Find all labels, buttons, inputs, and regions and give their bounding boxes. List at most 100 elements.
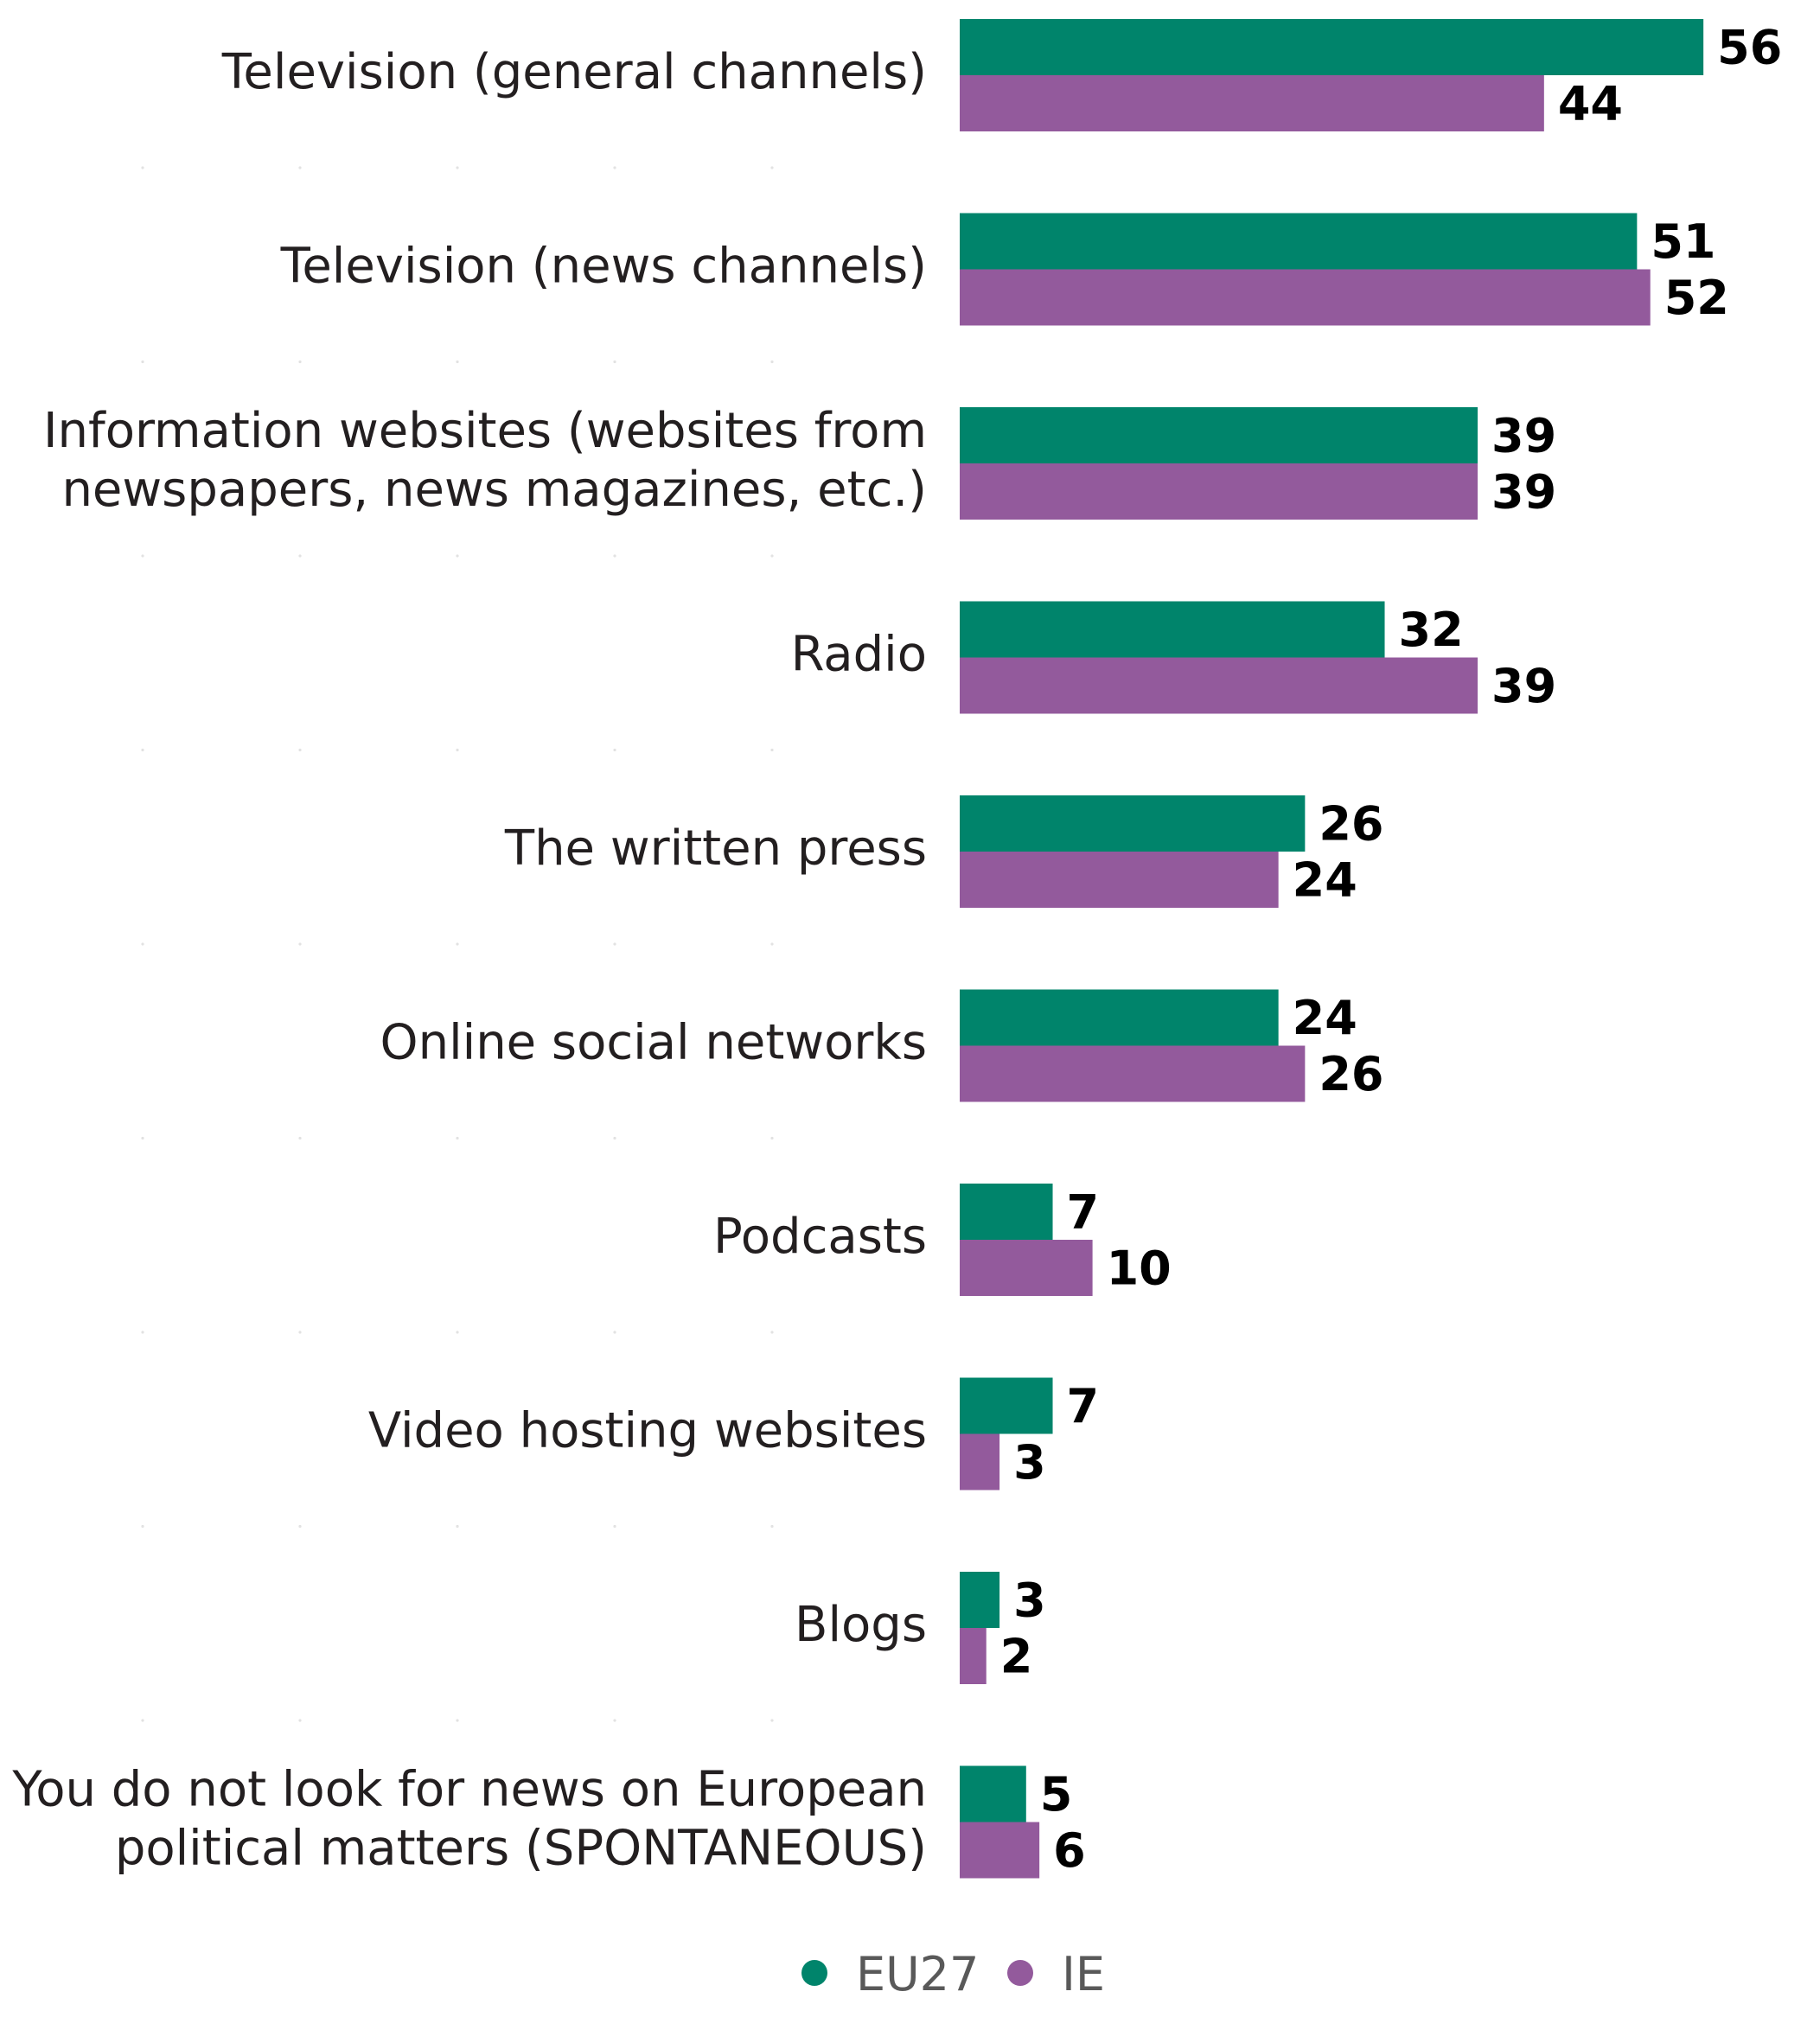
- separator-dot: [613, 1331, 616, 1334]
- separator-dot: [141, 1331, 144, 1334]
- separator-dot: [298, 1331, 302, 1334]
- separator-dot: [613, 1524, 616, 1529]
- bar-ie: [960, 1628, 987, 1684]
- value-label-eu27: 39: [1491, 409, 1556, 463]
- value-label-eu27: 3: [1013, 1573, 1046, 1628]
- separator-dot: [613, 942, 616, 946]
- bar-eu27: [960, 407, 1478, 463]
- value-label-ie: 39: [1491, 465, 1556, 520]
- separator-dot: [770, 360, 774, 364]
- separator-dot: [456, 1524, 459, 1529]
- bar-ie: [960, 463, 1478, 520]
- value-label-ie: 26: [1319, 1047, 1383, 1101]
- separator-dot: [613, 748, 616, 752]
- separator-dot: [141, 748, 144, 752]
- separator-dot: [770, 1719, 774, 1722]
- separator-dot: [613, 360, 616, 364]
- category-label: Video hosting websites: [368, 1402, 927, 1458]
- separator-dot: [141, 1524, 144, 1529]
- bar-ie: [960, 269, 1651, 326]
- value-label-ie: 24: [1293, 853, 1357, 908]
- separator-dot: [613, 1136, 616, 1140]
- category-label-line: You do not look for news on European: [11, 1761, 927, 1817]
- separator-dot: [613, 166, 616, 169]
- bar-eu27: [960, 795, 1306, 852]
- separator-dot: [456, 1331, 459, 1334]
- value-label-eu27: 32: [1399, 603, 1464, 657]
- bar-eu27: [960, 19, 1704, 75]
- separator-dot: [770, 1524, 774, 1529]
- legend-label-eu27: EU27: [856, 1947, 979, 2001]
- bars: [960, 19, 1704, 1879]
- value-label-eu27: 24: [1293, 991, 1357, 1045]
- category-label: The written press: [504, 820, 927, 877]
- separator-dot: [456, 554, 459, 558]
- category-label-line: The written press: [504, 820, 927, 877]
- value-label-ie: 10: [1107, 1241, 1172, 1296]
- bar-ie: [960, 75, 1544, 131]
- value-label-ie: 3: [1013, 1435, 1046, 1490]
- bar-ie: [960, 657, 1478, 714]
- bar-ie: [960, 1433, 1000, 1490]
- separator-dot: [456, 360, 459, 364]
- category-label-line: newspapers, news magazines, etc.): [61, 462, 927, 518]
- category-label: Radio: [791, 626, 927, 682]
- value-label-eu27: 7: [1067, 1185, 1100, 1240]
- category-label: Television (news channels): [280, 238, 927, 294]
- value-label-ie: 44: [1558, 77, 1623, 131]
- separator-dot: [456, 942, 459, 946]
- separator-dot: [613, 1719, 616, 1722]
- category-label-line: Television (general channels): [221, 44, 927, 100]
- category-label: Information websites (websites from newsp…: [43, 403, 927, 518]
- bar-eu27: [960, 1377, 1053, 1434]
- category-label: Online social networks: [380, 1014, 928, 1070]
- legend-label-ie: IE: [1062, 1947, 1105, 2001]
- separator-dot: [141, 1719, 144, 1722]
- category-label-line: Information websites (websites from: [43, 403, 927, 459]
- value-label-eu27: 7: [1067, 1379, 1100, 1433]
- separator-dot: [141, 554, 144, 558]
- separator-dot: [141, 1136, 144, 1140]
- bar-eu27: [960, 1765, 1026, 1822]
- value-label-eu27: 56: [1717, 21, 1782, 75]
- separator-dot: [141, 942, 144, 946]
- category-label: Television (general channels): [221, 44, 927, 100]
- separator-dot: [770, 166, 774, 169]
- bar-ie: [960, 1822, 1040, 1879]
- separator-dot: [298, 748, 302, 752]
- separator-dot: [456, 1719, 459, 1722]
- category-label-line: Online social networks: [380, 1014, 928, 1070]
- separator-dot: [298, 1524, 302, 1529]
- separator-dot: [298, 1719, 302, 1722]
- bar-ie: [960, 1045, 1306, 1102]
- category-label-line: Radio: [791, 626, 927, 682]
- separator-dot: [456, 166, 459, 169]
- separator-dot: [770, 1331, 774, 1334]
- separator-dot: [770, 942, 774, 946]
- bar-eu27: [960, 213, 1638, 270]
- separator-dot: [456, 748, 459, 752]
- bar-eu27: [960, 1184, 1053, 1240]
- bar-eu27: [960, 1572, 1000, 1628]
- value-label-ie: 2: [1000, 1630, 1033, 1684]
- category-label-line: Blogs: [795, 1597, 927, 1653]
- value-label-eu27: 51: [1651, 214, 1715, 269]
- legend-marker-eu27: [801, 1960, 827, 1986]
- legend: EU27 IE: [801, 1947, 1105, 2001]
- bar-eu27: [960, 989, 1279, 1046]
- separator-dot: [456, 1136, 459, 1140]
- value-label-eu27: 5: [1040, 1767, 1073, 1822]
- bar-ie: [960, 1240, 1093, 1296]
- value-label-eu27: 26: [1319, 797, 1383, 852]
- separator-dot: [770, 748, 774, 752]
- value-label-ie: 39: [1491, 659, 1556, 713]
- category-label: Podcasts: [713, 1209, 927, 1265]
- category-label-line: Video hosting websites: [368, 1402, 927, 1458]
- category-label-line: Podcasts: [713, 1209, 927, 1265]
- separator-dot: [298, 1136, 302, 1140]
- separator-dot: [298, 166, 302, 169]
- separator-dot: [770, 1136, 774, 1140]
